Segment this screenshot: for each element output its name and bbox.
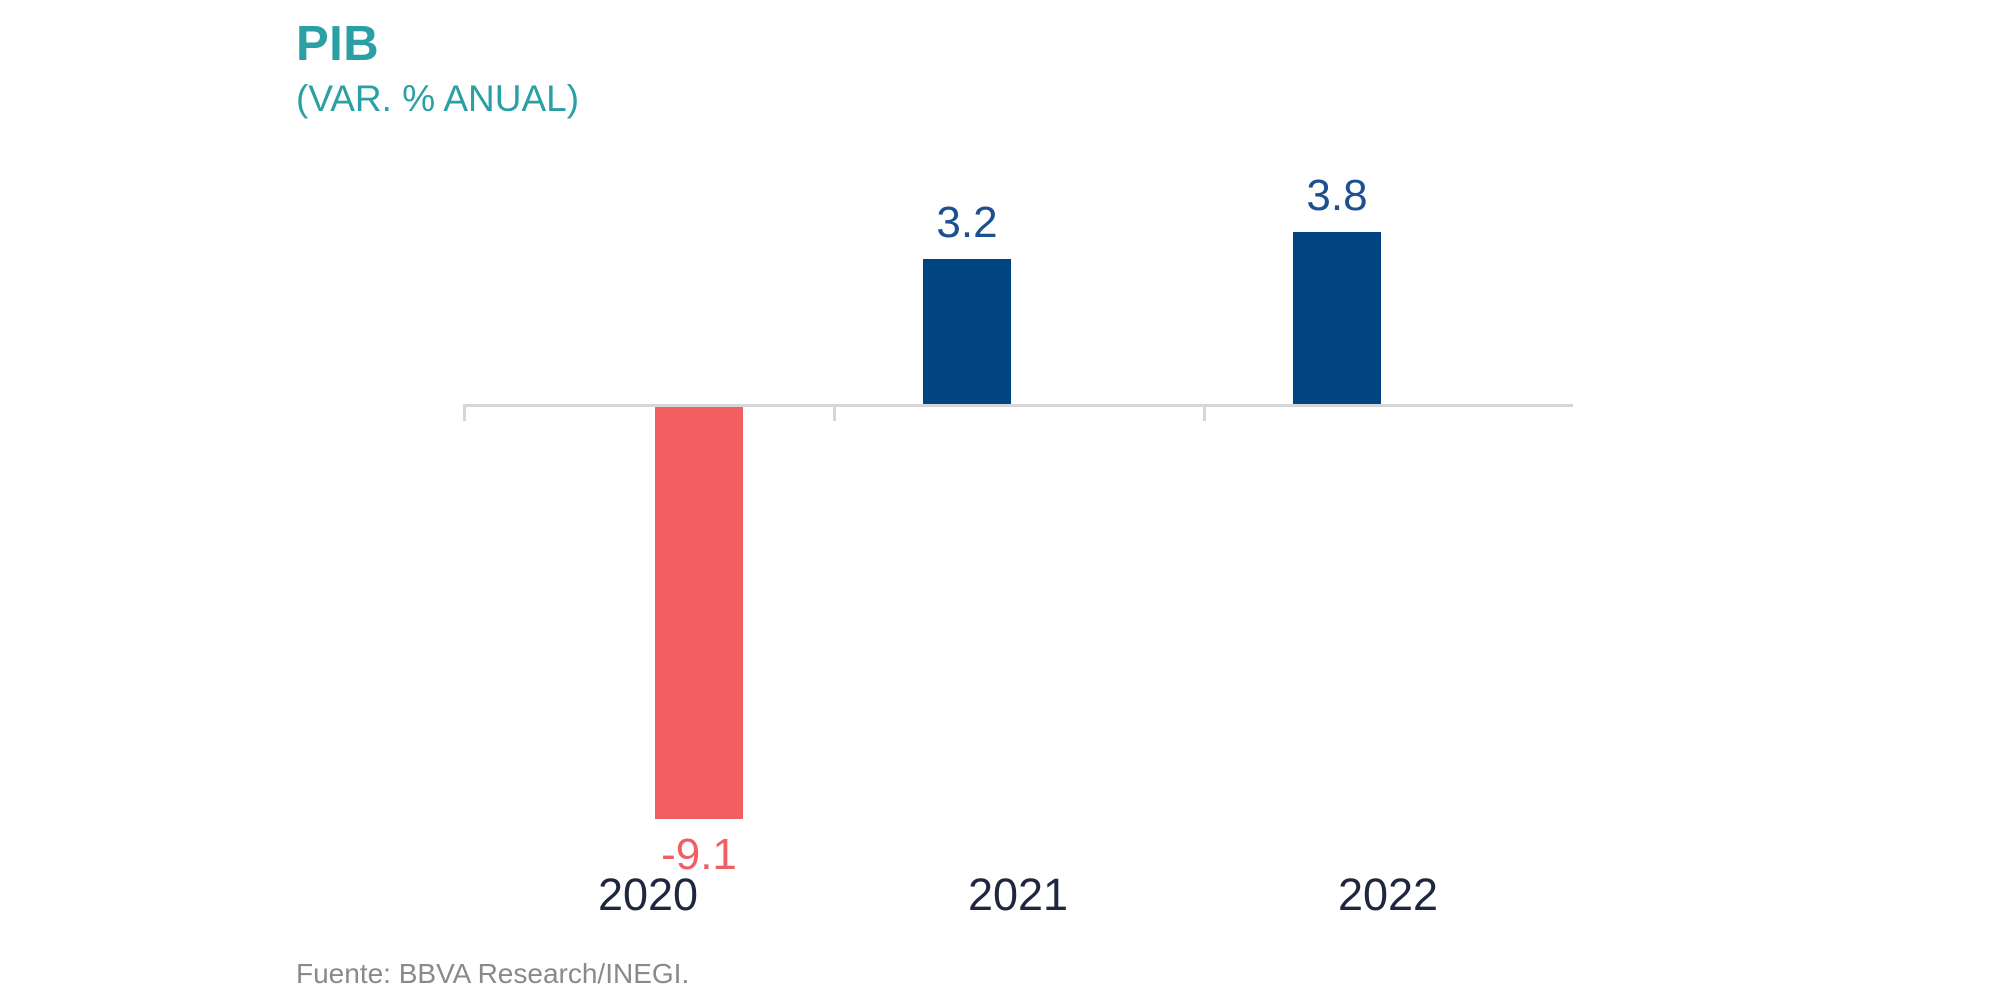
x-axis-label-2020: 2020 <box>597 869 699 920</box>
bar-2021 <box>923 259 1011 404</box>
bar-2022 <box>1293 232 1381 404</box>
bar-2020 <box>655 407 743 819</box>
x-axis-line <box>463 404 1573 407</box>
chart-subtitle: (VAR. % ANUAL) <box>296 78 580 119</box>
axis-tick <box>833 404 836 421</box>
axis-tick <box>1203 404 1206 421</box>
chart-header: PIB (VAR. % ANUAL) <box>296 17 580 119</box>
bar-value-label: 3.2 <box>936 198 998 247</box>
bar-value-label: -9.1 <box>661 830 737 879</box>
axis-tick <box>463 404 466 421</box>
chart-title: PIB <box>296 17 380 71</box>
x-axis-label-2021: 2021 <box>967 869 1069 920</box>
x-axis-label-2022: 2022 <box>1337 869 1439 920</box>
bar-value-label: 3.8 <box>1306 171 1368 220</box>
chart-source-note: Fuente: BBVA Research/INEGI. <box>296 958 690 989</box>
